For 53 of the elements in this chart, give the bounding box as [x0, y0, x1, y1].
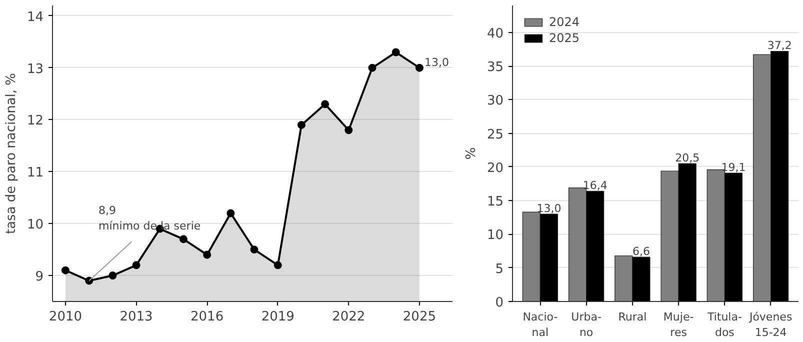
y-tick-label: 5: [495, 262, 504, 277]
data-label: 20,5: [675, 152, 700, 165]
legend-label: 2025: [549, 31, 580, 45]
x-tick-label: 2022: [332, 310, 366, 324]
y-tick-label: 25: [486, 127, 504, 142]
y-axis-title: %: [464, 147, 479, 160]
y-tick-label: 11: [26, 166, 44, 181]
x-tick-label: 2016: [190, 310, 224, 324]
y-tick-label: 13: [26, 62, 44, 77]
y-tick-label: 40: [486, 26, 504, 42]
point: [368, 64, 376, 72]
y-tick-label: 20: [486, 160, 504, 176]
data-label: 19,1: [721, 161, 746, 174]
point: [392, 48, 400, 56]
point: [108, 272, 117, 280]
y-tick-label: 35: [486, 60, 504, 76]
x-tick-label: 2013: [120, 310, 153, 324]
y-tick-label: 10: [486, 228, 504, 244]
point: [274, 261, 282, 270]
x-tick-label: Urba- no: [571, 310, 602, 340]
point: [344, 126, 353, 134]
x-tick-label: Titula- dos: [706, 310, 742, 340]
y-tick-label: 12: [26, 114, 44, 129]
point: [297, 120, 306, 129]
x-tick-label: Jóvenes 15-24: [748, 310, 792, 340]
x-tick-label: 2010: [48, 310, 82, 324]
annotation: 13,0: [424, 56, 449, 69]
y-axis-title: tasa de paro nacional, %: [4, 72, 19, 234]
legend-label: 2024: [549, 15, 580, 29]
annotation: 8,9 mínimo de la serie: [98, 204, 201, 233]
point: [203, 250, 212, 259]
y-tick-label: 10: [26, 218, 44, 233]
point: [132, 261, 140, 270]
point: [250, 246, 258, 254]
x-tick-label: 2019: [261, 310, 294, 324]
point: [415, 64, 424, 72]
y-tick-label: 9: [35, 270, 44, 285]
x-tick-label: Nacio- nal: [522, 310, 558, 340]
x-tick-label: Rural: [618, 310, 647, 324]
y-tick-label: 15: [486, 194, 504, 210]
data-label: 37,2: [767, 39, 792, 52]
x-tick-label: 2025: [402, 310, 436, 324]
y-tick-label: 0: [495, 296, 504, 310]
x-tick-label: Muje- res: [663, 310, 694, 340]
y-tick-label: 30: [486, 94, 504, 109]
data-label: 6,6: [632, 245, 650, 258]
data-label: 16,4: [582, 179, 608, 192]
y-tick-label: 14: [26, 10, 44, 25]
point: [179, 235, 188, 244]
point: [61, 266, 70, 274]
data-label: 13,0: [536, 202, 562, 216]
point: [226, 209, 235, 218]
point: [321, 100, 330, 108]
